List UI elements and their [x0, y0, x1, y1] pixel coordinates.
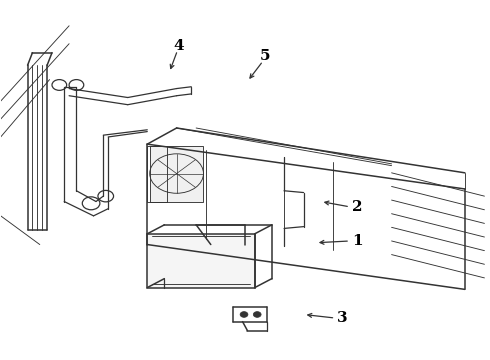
- Text: 3: 3: [338, 311, 348, 325]
- Bar: [150, 146, 203, 202]
- Text: 5: 5: [259, 49, 270, 63]
- Text: 2: 2: [352, 200, 363, 214]
- Text: 1: 1: [352, 234, 363, 248]
- Circle shape: [253, 312, 261, 318]
- Circle shape: [240, 312, 248, 318]
- Text: 4: 4: [174, 39, 184, 53]
- Bar: [147, 234, 255, 288]
- Bar: [147, 146, 167, 202]
